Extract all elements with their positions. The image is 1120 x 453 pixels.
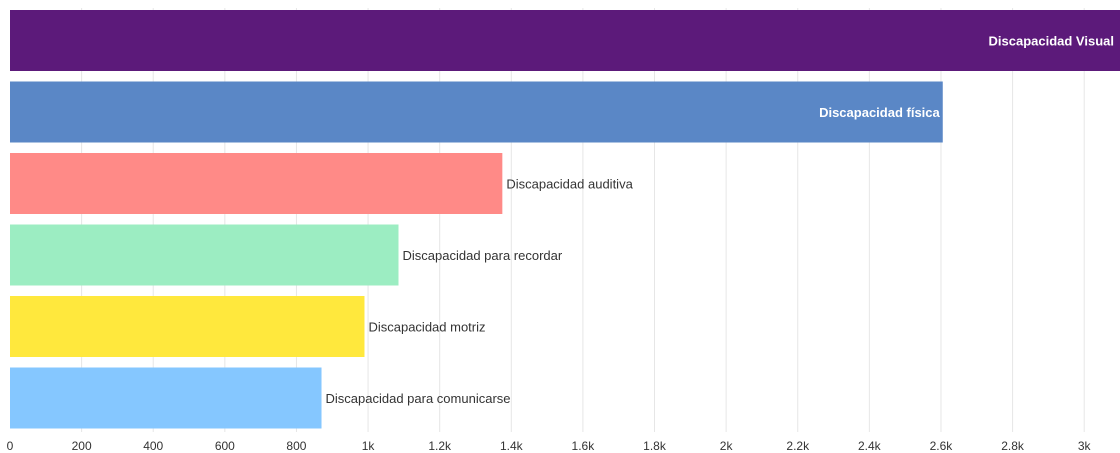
x-tick-label: 2.6k: [930, 439, 954, 453]
bar[interactable]: [10, 10, 1120, 71]
x-tick-label: 200: [72, 439, 92, 453]
x-tick-label: 2.2k: [786, 439, 810, 453]
bar-label: Discapacidad para recordar: [403, 248, 563, 263]
bar[interactable]: [10, 296, 365, 357]
bar[interactable]: [10, 367, 322, 429]
bar-label: Discapacidad auditiva: [506, 177, 633, 192]
bar[interactable]: [10, 224, 399, 286]
bar-label: Discapacidad física: [819, 105, 940, 120]
bar-labels: Discapacidad Visual Discapacidad física Di…: [326, 34, 1114, 407]
x-tick-label: 400: [143, 439, 163, 453]
grid-lines: [81, 8, 1085, 432]
x-tick-label: 2.8k: [1001, 439, 1025, 453]
x-tick-label: 2.4k: [858, 439, 882, 453]
bar-label: Discapacidad motriz: [368, 320, 485, 335]
x-tick-label: 1.6k: [572, 439, 596, 453]
bar-label: Discapacidad para comunicarse: [326, 391, 511, 406]
x-tick-label: 0: [7, 439, 14, 453]
x-tick-label: 800: [286, 439, 306, 453]
bar[interactable]: [10, 81, 943, 143]
x-tick-label: 3k: [1078, 439, 1092, 453]
x-axis: 0 200 400 600 800 1k 1.2k 1.4k 1.6k 1.8k 2k 2.2k 2.4…: [7, 439, 1092, 453]
x-tick-label: 1.2k: [428, 439, 452, 453]
bars: [10, 10, 1120, 429]
x-tick-label: 2k: [720, 439, 734, 453]
x-tick-label: 1.4k: [500, 439, 524, 453]
x-tick-label: 1.8k: [643, 439, 667, 453]
bar[interactable]: [10, 153, 503, 214]
x-tick-label: 600: [215, 439, 235, 453]
x-tick-label: 1k: [362, 439, 376, 453]
bar-label: Discapacidad Visual: [989, 34, 1115, 49]
